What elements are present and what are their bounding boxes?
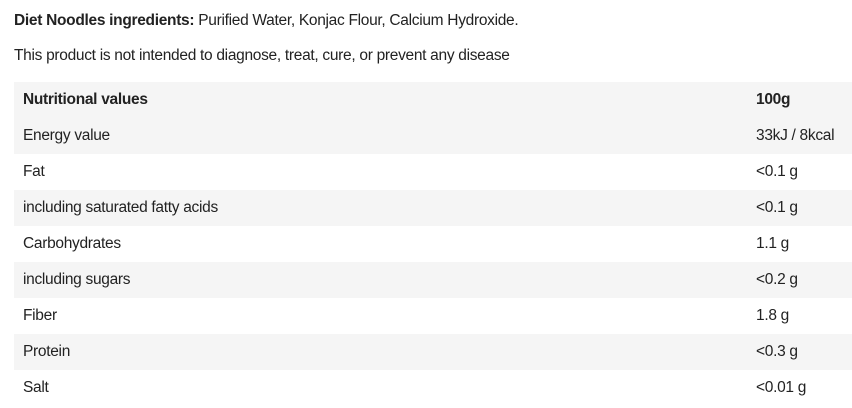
nutrition-table: Nutritional values 100g Energy value 33kJ… xyxy=(14,82,852,406)
nutrient-name: Fiber xyxy=(23,307,57,324)
header-100g: 100g xyxy=(756,91,791,108)
nutrient-name: including sugars xyxy=(23,271,131,288)
table-row: Protein <0.3 g xyxy=(14,334,852,370)
table-row: including sugars <0.2 g xyxy=(14,262,852,298)
nutrient-value: <0.2 g xyxy=(756,271,798,288)
nutrient-value: <0.1 g xyxy=(756,199,798,216)
table-row: Carbohydrates 1.1 g xyxy=(14,226,852,262)
ingredients-label: Diet Noodles ingredients: xyxy=(14,12,195,29)
nutrient-name: including saturated fatty acids xyxy=(23,199,218,216)
nutrient-value: 33kJ / 8kcal xyxy=(756,127,835,144)
ingredients-list: Purified Water, Konjac Flour, Calcium Hy… xyxy=(194,12,519,29)
table-row: Salt <0.01 g xyxy=(14,370,852,406)
table-row: Fat <0.1 g xyxy=(14,154,852,190)
nutrient-value: <0.1 g xyxy=(756,163,798,180)
nutrient-name: Fat xyxy=(23,163,45,180)
table-row: including saturated fatty acids <0.1 g xyxy=(14,190,852,226)
table-row: Energy value 33kJ / 8kcal xyxy=(14,118,852,154)
nutrient-name: Protein xyxy=(23,343,71,360)
nutrient-value: <0.01 g xyxy=(756,379,807,396)
table-header-row: Nutritional values 100g xyxy=(14,82,852,118)
nutrient-value: 1.8 g xyxy=(756,307,789,324)
disclaimer: This product is not intended to diagnose… xyxy=(14,47,510,64)
nutrient-name: Salt xyxy=(23,379,49,396)
nutrient-name: Carbohydrates xyxy=(23,235,121,252)
ingredients-text: Diet Noodles ingredients: Purified Water… xyxy=(14,12,519,30)
table-row: Fiber 1.8 g xyxy=(14,298,852,334)
nutrient-value: <0.3 g xyxy=(756,343,798,360)
header-nutritional-values: Nutritional values xyxy=(23,91,148,108)
nutrient-value: 1.1 g xyxy=(756,235,789,252)
nutrient-name: Energy value xyxy=(23,127,110,144)
